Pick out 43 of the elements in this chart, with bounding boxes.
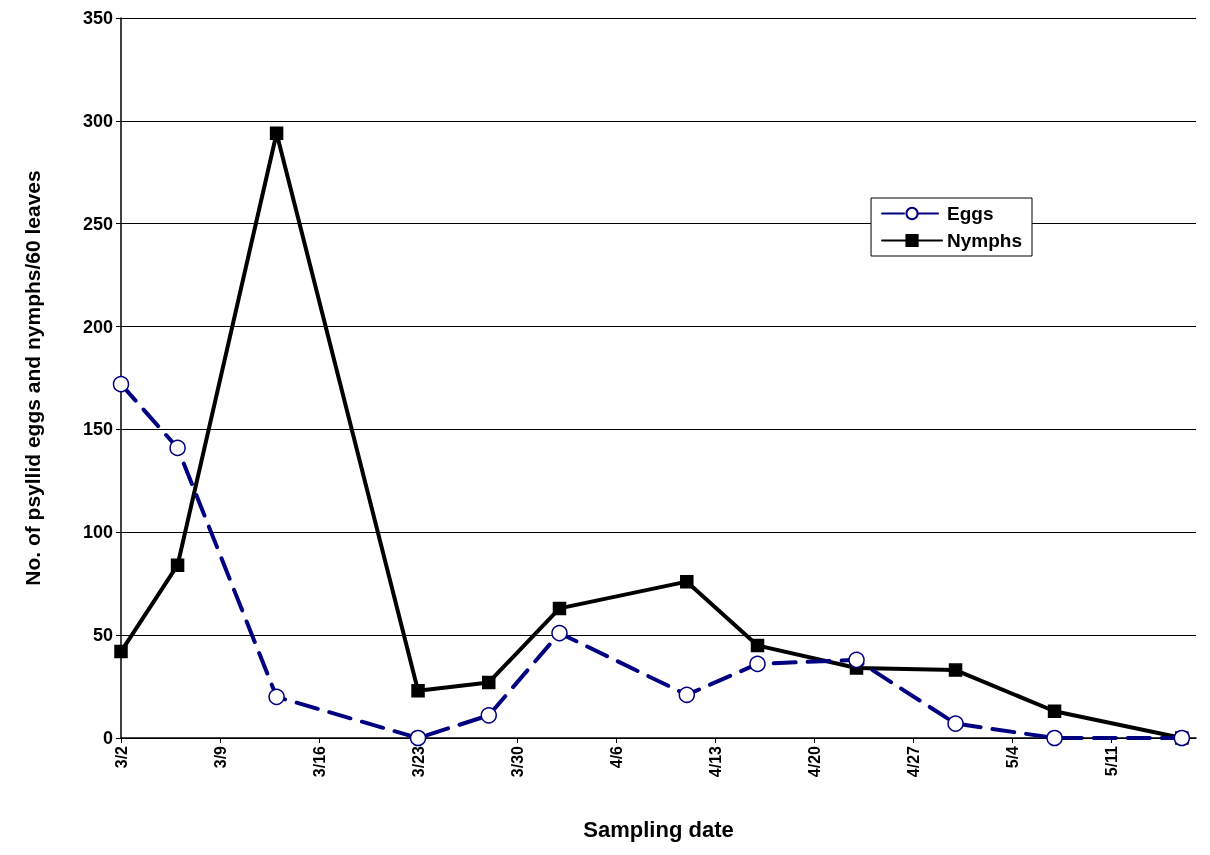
point bbox=[409, 729, 427, 747]
point bbox=[1046, 729, 1063, 747]
point bbox=[948, 663, 963, 677]
x-axis-title: Sampling date bbox=[583, 816, 734, 842]
point bbox=[114, 644, 128, 659]
x-tick-label: 4/6 bbox=[607, 745, 625, 769]
y-tick-label: 250 bbox=[82, 213, 113, 234]
point bbox=[1047, 704, 1062, 719]
x-tick-label: 5/4 bbox=[1003, 745, 1021, 769]
point bbox=[551, 624, 568, 642]
x-tick-label: 4/13 bbox=[706, 745, 724, 778]
legend-label: Nymphs bbox=[947, 230, 1023, 251]
point bbox=[112, 375, 130, 393]
point bbox=[269, 126, 284, 140]
x-tick-label: 3/16 bbox=[310, 745, 328, 778]
y-tick-label: 50 bbox=[92, 625, 113, 646]
y-tick-label: 200 bbox=[82, 316, 113, 337]
y-tick-label: 350 bbox=[82, 8, 113, 28]
point bbox=[750, 638, 765, 653]
point bbox=[947, 715, 964, 732]
y-tick-label: 150 bbox=[82, 419, 113, 440]
point bbox=[678, 686, 696, 704]
y-tick-label: 300 bbox=[82, 110, 113, 131]
x-tick-label: 3/23 bbox=[409, 745, 427, 778]
y-axis-title: No. of psyllid eggs and nymphs/60 leaves bbox=[21, 170, 44, 586]
y-tick-label: 0 bbox=[102, 728, 113, 748]
x-tick-label: 4/20 bbox=[805, 745, 823, 778]
point bbox=[411, 683, 425, 698]
point bbox=[552, 601, 567, 616]
point bbox=[680, 574, 694, 589]
x-tick-label: 5/11 bbox=[1102, 745, 1120, 777]
point bbox=[848, 651, 865, 669]
x-tick-label: 3/9 bbox=[211, 745, 229, 769]
legend-label: Eggs bbox=[947, 203, 994, 224]
x-tick-label: 4/27 bbox=[904, 745, 922, 778]
point bbox=[268, 688, 285, 706]
y-tick-label: 100 bbox=[82, 522, 113, 543]
x-tick-label: 3/2 bbox=[112, 745, 130, 769]
point bbox=[170, 558, 185, 572]
point bbox=[169, 439, 186, 457]
x-tick-label: 3/30 bbox=[508, 745, 526, 778]
point bbox=[482, 675, 496, 690]
point bbox=[749, 655, 766, 673]
